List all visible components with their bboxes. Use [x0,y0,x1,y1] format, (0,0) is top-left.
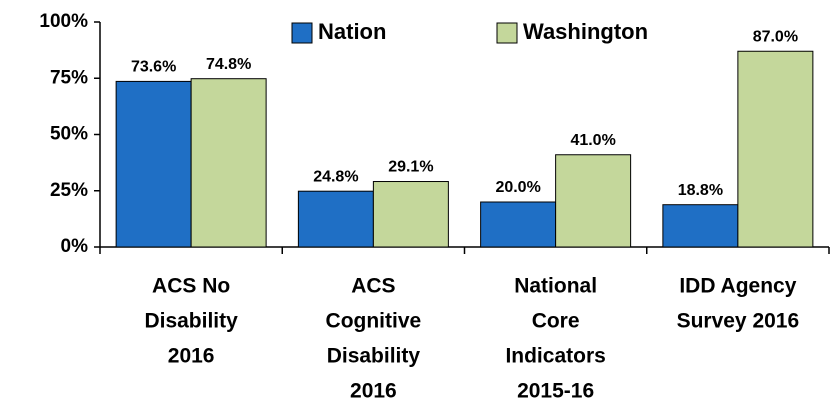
bar [737,50,814,248]
y-tick-label: 25% [50,180,88,201]
bar [662,204,739,248]
value-label: 74.8% [206,56,251,73]
value-label: 87.0% [753,28,798,45]
y-tick-label: 100% [39,11,88,32]
x-tick-label: Indicators [505,345,605,368]
bar [480,201,557,248]
value-label: 73.6% [131,59,176,76]
x-tick-label: Core [532,310,580,333]
x-tick-label: Survey 2016 [677,310,800,333]
value-label: 18.8% [678,182,723,199]
legend-swatch [496,22,518,44]
x-tick-label: 2016 [350,380,397,403]
x-tick-label: 2015-16 [517,380,594,403]
value-label: 20.0% [495,179,540,196]
x-tick-label: Cognitive [326,310,422,333]
y-tick-label: 75% [50,67,88,88]
x-tick-label: ACS [351,275,395,298]
bar [555,154,632,248]
value-label: 29.1% [388,159,433,176]
x-tick-label: Disability [327,345,421,368]
legend-swatch [291,22,313,44]
y-tick-label: 50% [50,124,88,145]
y-tick-label: 0% [61,236,89,257]
bar [297,190,374,248]
x-tick-label: 2016 [168,345,215,368]
x-tick-label: ACS No [152,275,230,298]
value-label: 41.0% [570,132,615,149]
bar [115,80,192,248]
x-tick-label: National [514,275,597,298]
legend-label: Nation [318,19,386,44]
legend-label: Washington [523,19,648,44]
bar [190,78,267,248]
x-tick-label: IDD Agency [679,275,796,298]
x-tick-label: Disability [144,310,238,333]
bar [372,181,449,248]
value-label: 24.8% [313,168,358,185]
